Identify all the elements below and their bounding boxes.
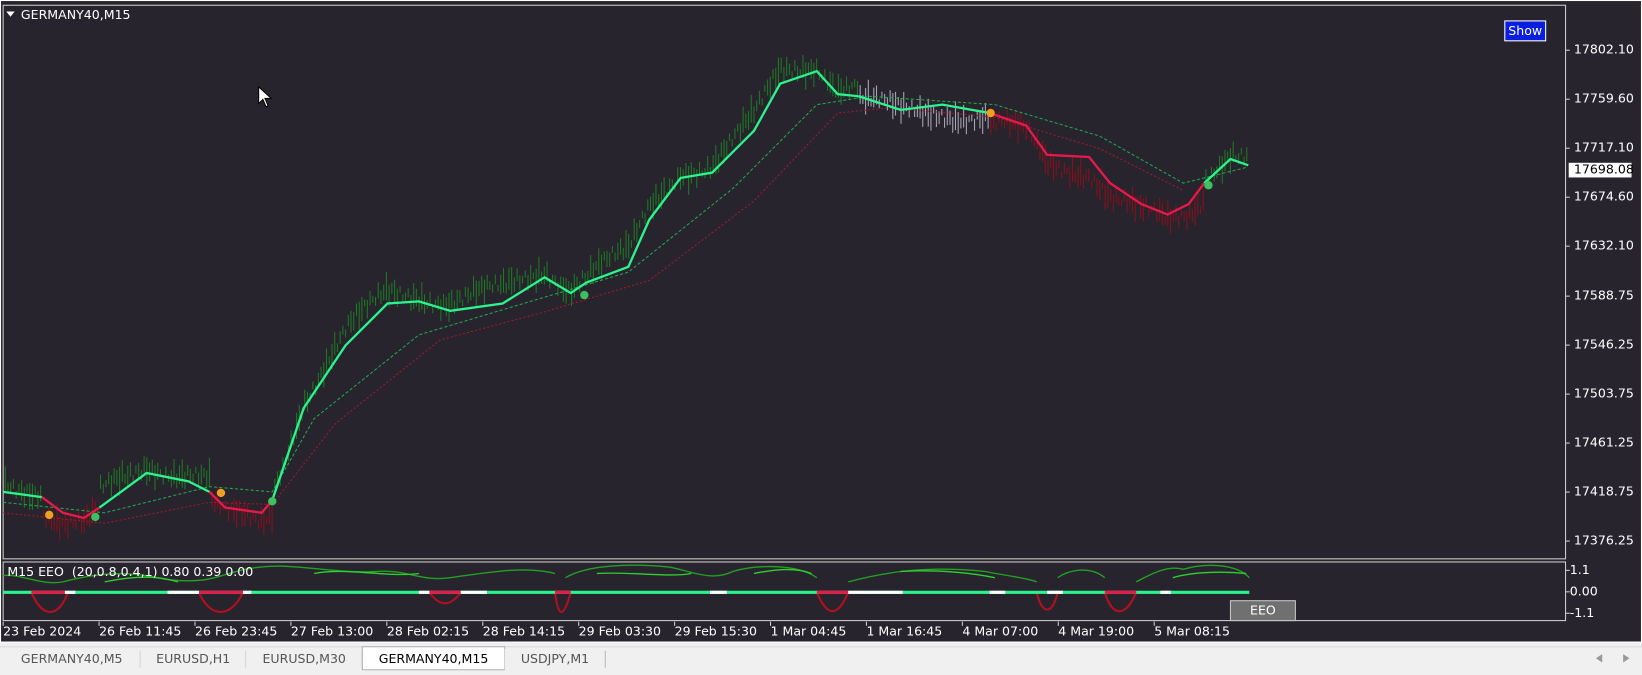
eeo-button-label[interactable]: EEO (1250, 603, 1276, 618)
price-label: 17588.75 (1574, 288, 1634, 303)
price-label: 17632.10 (1574, 238, 1634, 253)
show-button-label[interactable]: Show (1508, 23, 1542, 38)
tab[interactable] (504, 648, 606, 672)
current-price: 17698.08 (1574, 162, 1634, 177)
ma-down (41, 496, 101, 520)
ma-up (271, 69, 859, 501)
slow-ma-green (3, 95, 1247, 514)
indicator-label: 1.1 (1570, 562, 1590, 577)
tab[interactable] (140, 648, 247, 672)
time-label: 4 Mar 19:00 (1058, 624, 1134, 639)
signal-buy (268, 497, 277, 506)
price-label: 17802.10 (1574, 42, 1634, 57)
tab-label[interactable]: GERMANY40,M15 (379, 651, 489, 666)
ma-up (858, 95, 990, 115)
time-label: 29 Feb 15:30 (675, 624, 757, 639)
mouse-cursor (258, 85, 273, 108)
price-label: 17503.75 (1574, 386, 1634, 401)
price-label: 17418.75 (1574, 484, 1634, 499)
tab-label[interactable]: EURUSD,H1 (156, 651, 230, 666)
trend-line (2, 69, 1249, 520)
indicator-label: -1.1 (1570, 605, 1594, 620)
price-label: 17376.25 (1574, 533, 1634, 548)
price-label: 17759.60 (1574, 91, 1634, 106)
scroll-right[interactable] (1623, 654, 1630, 663)
signals (45, 108, 1213, 522)
tab-label[interactable]: GERMANY40,M5 (21, 651, 123, 666)
time-label: 26 Feb 23:45 (195, 624, 277, 639)
price-label: 17674.60 (1574, 189, 1634, 204)
indicator-label: 0.00 (1570, 583, 1598, 598)
time-label: 28 Feb 02:15 (387, 624, 469, 639)
show-button[interactable] (1504, 20, 1547, 42)
signal-sell (986, 108, 995, 118)
tab[interactable] (246, 648, 363, 672)
price-label: 17546.25 (1574, 337, 1634, 352)
tab-label[interactable]: USDJPY,M1 (521, 651, 589, 666)
ma-up (1203, 157, 1249, 184)
price-label: 17717.10 (1574, 140, 1634, 155)
current-price-box (1568, 162, 1632, 178)
time-label: 1 Mar 16:45 (866, 624, 942, 639)
tab-label[interactable]: EURUSD,M30 (262, 651, 345, 666)
tab-bar: GERMANY40,M5 EURUSD,H1 EURUSD,M30 GERMANY40… (0, 646, 1642, 672)
scroll-left[interactable] (1595, 654, 1603, 663)
price-label: 17461.25 (1574, 435, 1634, 450)
signal-buy (580, 290, 589, 300)
ma-up (2, 490, 43, 499)
tab[interactable] (3, 648, 141, 672)
ma-down (208, 491, 274, 515)
eeo-button[interactable] (1229, 600, 1296, 622)
main-panel (2, 4, 1567, 560)
signal-buy (91, 512, 100, 522)
time-label: 29 Feb 03:30 (579, 624, 661, 639)
time-label: 23 Feb 2024 (3, 624, 81, 639)
time-label: 26 Feb 11:45 (99, 624, 181, 639)
signal-sell (45, 510, 54, 520)
symbol-title: GERMANY40,M15 (21, 7, 131, 22)
time-label: 1 Mar 04:45 (771, 624, 847, 639)
signal-sell (216, 488, 226, 498)
time-label: 4 Mar 07:00 (962, 624, 1038, 639)
time-label: 27 Feb 13:00 (291, 624, 373, 639)
signal-buy (1204, 181, 1213, 190)
ma-down (989, 111, 1206, 216)
ma-up (98, 471, 210, 509)
chart-bg (1, 1, 1641, 642)
collapse-arrow[interactable] (6, 11, 15, 17)
time-label: 5 Mar 08:15 (1154, 624, 1230, 639)
time-label: 28 Feb 14:15 (483, 624, 565, 639)
indicator-header: M15 EEO (20,0.8,0.4,1) 0.80 0.39 0.00 (7, 564, 253, 579)
indicator-plot (3, 564, 1250, 613)
